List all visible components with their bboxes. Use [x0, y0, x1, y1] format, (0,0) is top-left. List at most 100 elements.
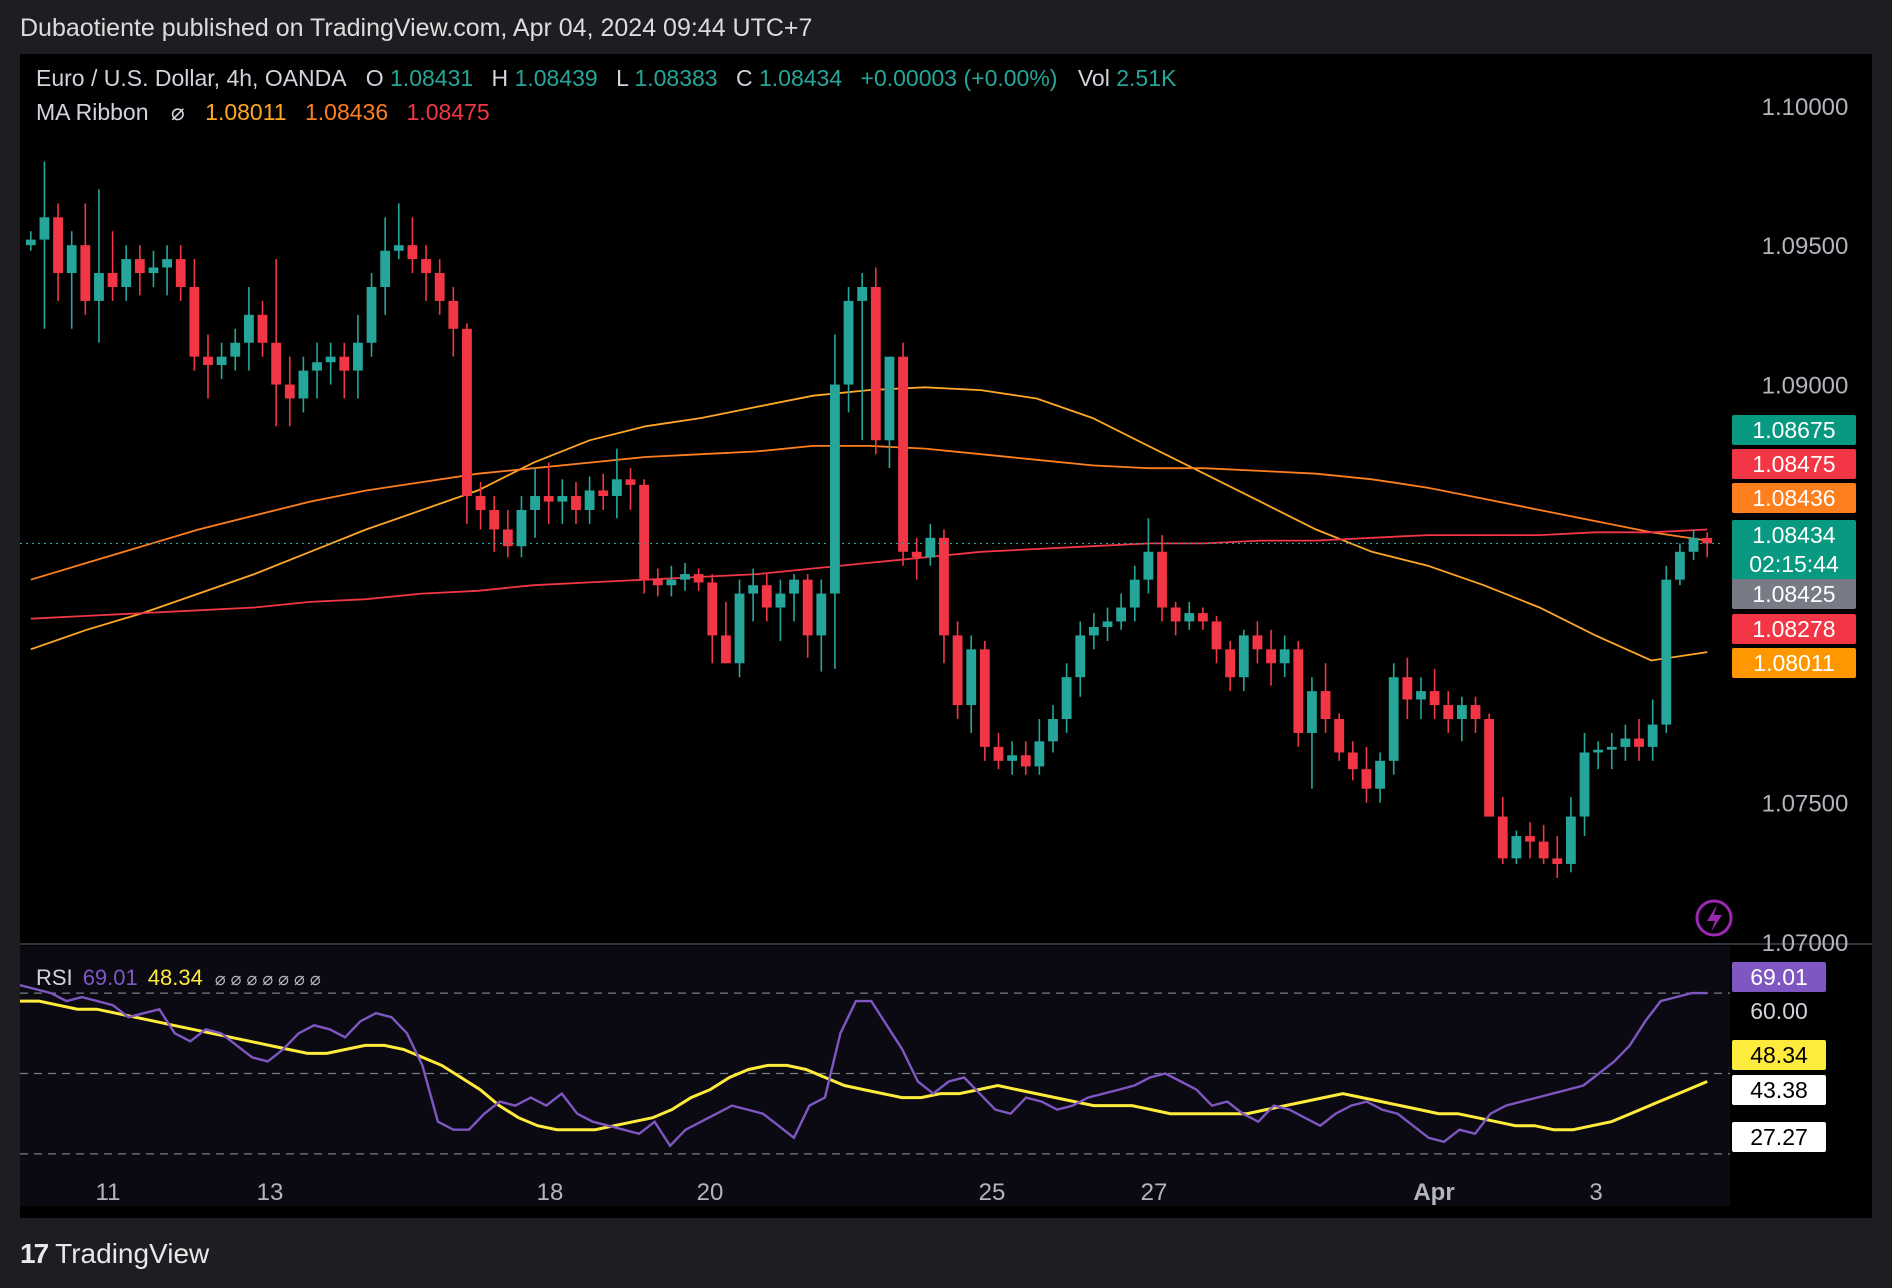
candle	[830, 334, 840, 669]
candle-body	[1334, 719, 1345, 753]
footer-brand[interactable]: 17 TradingView	[20, 1238, 209, 1270]
price-badge[interactable]: 1.08675	[1732, 415, 1856, 445]
time-axis-label: 11	[96, 1179, 121, 1206]
ma-line-mid	[30, 444, 1708, 581]
legend-vol-value: 2.51K	[1116, 65, 1177, 91]
candle-body	[203, 356, 213, 366]
candle	[652, 568, 663, 597]
rsi-settings-icons[interactable]: ⌀ ⌀ ⌀ ⌀ ⌀ ⌀ ⌀	[215, 969, 321, 989]
candle	[1620, 724, 1631, 761]
candle-body	[380, 250, 391, 287]
candle-body	[1511, 836, 1522, 859]
candle	[775, 579, 786, 641]
candle	[1552, 836, 1563, 878]
candle-body	[1416, 691, 1426, 700]
price-axis-label: 1.09000	[1762, 373, 1849, 400]
candle	[993, 732, 1004, 770]
candle-body	[421, 259, 431, 274]
legend-l-label: L	[616, 65, 629, 91]
rsi-name: RSI	[36, 965, 73, 990]
candle	[666, 565, 677, 597]
candle-body	[1525, 836, 1535, 842]
candle-body	[1102, 621, 1113, 628]
candle	[748, 568, 759, 622]
candle-body	[66, 245, 77, 274]
candle-body	[407, 245, 418, 260]
rsi-legend: RSI 69.01 48.34 ⌀ ⌀ ⌀ ⌀ ⌀ ⌀ ⌀	[36, 965, 321, 990]
price-badge[interactable]: 1.08436	[1732, 483, 1856, 513]
candle	[1675, 543, 1685, 586]
candle-body	[230, 342, 241, 357]
time-axis-label: 18	[537, 1179, 564, 1206]
price-badge[interactable]: 1.08278	[1732, 614, 1856, 644]
candle-body	[1388, 677, 1399, 761]
candle	[693, 568, 704, 591]
rsi-value: 69.01	[83, 965, 138, 990]
candle-body	[1129, 579, 1140, 608]
candle	[298, 356, 309, 413]
candle-body	[1075, 635, 1086, 678]
legend-o-label: O	[366, 65, 384, 91]
price-badge[interactable]: 1.08475	[1732, 449, 1856, 479]
rsi-ma-value: 48.34	[148, 965, 203, 990]
rsi-badge-label: 48.34	[1750, 1042, 1808, 1068]
rsi-axis-label: 43.38	[1732, 1075, 1826, 1105]
price-badge-bg	[1732, 449, 1856, 479]
price-badge[interactable]: 1.08011	[1732, 648, 1856, 678]
candle	[502, 509, 513, 558]
candle-body	[666, 579, 677, 586]
candle-body	[720, 635, 731, 664]
lightning-icon[interactable]	[1695, 899, 1733, 937]
ma-line-fast	[30, 386, 1708, 662]
candle-body	[952, 635, 963, 706]
candle	[66, 231, 77, 329]
candle	[175, 245, 186, 301]
price-chart[interactable]: 1.086751.084751.084361.0843402:15:441.08…	[20, 54, 1872, 1218]
candle-body	[693, 574, 704, 583]
candle-body	[189, 286, 200, 357]
rsi-badge-bg	[1732, 962, 1826, 992]
legend-o-value: 1.08431	[390, 65, 473, 91]
candle-body	[1565, 816, 1576, 864]
candle	[1116, 593, 1127, 630]
time-axis-label: 20	[697, 1179, 724, 1206]
candle-body	[1620, 738, 1631, 747]
candle-body	[1020, 755, 1031, 767]
ma-ribbon-settings-icon[interactable]: ⌀	[171, 99, 185, 125]
ma-value-mid: 1.08436	[305, 99, 388, 125]
candle-body	[516, 509, 527, 547]
candle	[1388, 663, 1399, 775]
candle	[1007, 741, 1018, 775]
candle	[857, 273, 868, 441]
candle-body	[1361, 769, 1372, 789]
candle-body	[366, 286, 377, 343]
candle-body	[966, 649, 977, 706]
candle-body	[216, 356, 227, 366]
candle	[1525, 822, 1535, 859]
price-badge-label: 1.08425	[1752, 581, 1835, 607]
chart-frame[interactable]: 1.08675 1.08475 1.08436 1.08434 02:15:44 1.08…	[20, 54, 1872, 1218]
candle-body	[870, 286, 881, 441]
legend-h-value: 1.08439	[515, 65, 598, 91]
svg-text:MA Ribbon ⌀ 1.: MA Ribbon ⌀ 1.08011 1.08436 1.08475	[36, 99, 490, 125]
candle	[393, 203, 404, 260]
candle-body	[1007, 755, 1018, 761]
candle-body	[1675, 551, 1685, 580]
candle	[1702, 532, 1713, 558]
candle	[448, 286, 459, 357]
candle	[1157, 535, 1167, 622]
candle	[1293, 640, 1304, 747]
candle	[870, 267, 881, 455]
candle	[1361, 746, 1372, 803]
candle	[489, 496, 500, 552]
price-badge[interactable]: 1.08425	[1732, 579, 1856, 609]
candle-body	[925, 537, 936, 558]
legend-change: +0.00003 (+0.00%)	[861, 65, 1058, 91]
candle-body	[1429, 691, 1440, 706]
candle-body	[1647, 724, 1658, 747]
candle-body	[584, 490, 595, 510]
candle	[257, 300, 268, 357]
candle	[925, 523, 936, 566]
candle	[25, 231, 36, 251]
price-badge[interactable]: 1.08434 02:15:44	[1732, 520, 1856, 582]
